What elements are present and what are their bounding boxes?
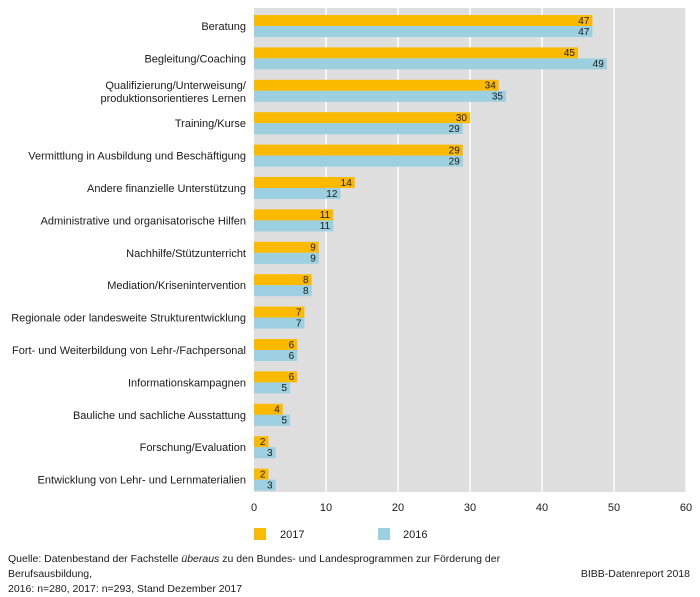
x-tick-label-20: 20	[392, 502, 404, 514]
legend-swatch-2017	[254, 528, 266, 540]
category-label-10: Fort- und Weiterbildung von Lehr-/Fachpe…	[12, 345, 246, 357]
value-label-2017-14: 2	[260, 469, 266, 480]
legend-label-2017: 2017	[280, 529, 304, 541]
bar-2017-11	[254, 371, 298, 383]
value-label-2016-12: 5	[281, 416, 287, 427]
value-label-2016-11: 5	[281, 383, 287, 394]
bar-2017-7	[254, 241, 319, 253]
source-note: Quelle: Datenbestand der Fachstelle über…	[8, 552, 568, 597]
value-label-2017-8: 8	[303, 275, 309, 286]
value-label-2017-4: 29	[449, 145, 461, 156]
bar-2017-2	[254, 79, 499, 91]
x-tick-label-10: 10	[320, 502, 332, 514]
bar-2016-2	[254, 90, 506, 102]
value-label-2017-6: 11	[320, 210, 331, 221]
value-label-2017-0: 47	[578, 16, 590, 27]
category-label-12: Bauliche und sachliche Ausstattung	[73, 410, 246, 422]
value-label-2016-10: 6	[289, 351, 295, 362]
value-label-2016-4: 29	[449, 156, 461, 167]
bar-2016-6	[254, 220, 334, 232]
value-label-2016-9: 7	[296, 318, 302, 329]
category-label-0: Beratung	[201, 21, 246, 33]
bar-2016-9	[254, 317, 305, 329]
category-label-7: Nachhilfe/Stützunterricht	[126, 248, 246, 260]
category-label-2: Qualifizierung/Unterweisung/produktionso…	[100, 80, 246, 105]
category-label-4: Vermittlung in Ausbildung und Beschäftig…	[28, 151, 246, 163]
value-label-2016-2: 35	[492, 92, 504, 103]
x-tick-label-50: 50	[608, 502, 620, 514]
value-label-2017-12: 4	[274, 405, 280, 416]
value-label-2016-3: 29	[449, 124, 461, 135]
bar-2016-5	[254, 188, 341, 199]
category-label-1: Begleitung/Coaching	[144, 53, 246, 65]
bar-2017-13	[254, 436, 269, 448]
bar-2017-4	[254, 144, 463, 156]
value-label-2016-13: 3	[267, 448, 273, 459]
bar-2016-0	[254, 26, 593, 37]
value-label-2016-7: 9	[310, 254, 316, 265]
value-label-2017-3: 30	[456, 113, 468, 124]
legend-swatch-2016	[378, 528, 390, 540]
bar-2017-5	[254, 177, 355, 188]
value-label-2017-11: 6	[289, 372, 295, 383]
value-label-2016-6: 11	[320, 221, 331, 232]
x-tick-label-0: 0	[251, 502, 257, 514]
bar-2016-11	[254, 382, 290, 394]
bar-2017-3	[254, 112, 470, 124]
bar-2016-4	[254, 155, 463, 167]
source-suffix: zu den Bundes- und Landesprogrammen zur …	[8, 553, 501, 580]
bar-2016-12	[254, 414, 290, 426]
value-label-2017-9: 7	[296, 307, 302, 318]
credit-note: BIBB-Datenreport 2018	[580, 568, 690, 580]
bar-2017-0	[254, 15, 593, 26]
value-label-2016-14: 3	[267, 480, 273, 491]
category-label-3: Training/Kurse	[175, 118, 246, 130]
category-label-9: Regionale oder landesweite Strukturentwi…	[11, 313, 246, 325]
value-label-2017-13: 2	[260, 437, 266, 448]
category-label-6: Administrative und organisatorische Hilf…	[41, 215, 246, 227]
bar-chart: 4747Beratung4549Begleitung/Coaching3435Q…	[11, 8, 692, 541]
x-tick-label-60: 60	[680, 502, 692, 514]
value-label-2017-7: 9	[310, 243, 316, 254]
legend-label-2016: 2016	[403, 529, 427, 541]
source-prefix: Quelle: Datenbestand der Fachstelle	[8, 553, 182, 565]
category-label-11: Informationskampagnen	[128, 377, 246, 389]
bar-2017-14	[254, 468, 269, 480]
x-tick-label-30: 30	[464, 502, 476, 514]
bar-2017-10	[254, 339, 298, 350]
value-label-2017-5: 14	[341, 178, 353, 189]
value-label-2016-1: 49	[593, 59, 605, 70]
bar-2016-14	[254, 479, 276, 491]
bar-2017-6	[254, 209, 334, 221]
bar-2016-13	[254, 447, 276, 459]
bar-2017-9	[254, 306, 305, 318]
source-italic: überaus	[181, 553, 220, 565]
bar-2016-8	[254, 285, 312, 297]
category-label-13: Forschung/Evaluation	[140, 442, 246, 454]
value-label-2017-10: 6	[289, 340, 295, 351]
bar-2016-7	[254, 252, 319, 264]
bar-2017-8	[254, 274, 312, 286]
bar-2017-12	[254, 403, 283, 415]
x-tick-label-40: 40	[536, 502, 548, 514]
value-label-2016-8: 8	[303, 286, 309, 297]
category-label-14: Entwicklung von Lehr- und Lernmaterialie…	[37, 475, 246, 487]
value-label-2016-0: 47	[578, 27, 590, 38]
category-label-5: Andere finanzielle Unterstützung	[87, 183, 246, 195]
value-label-2017-2: 34	[485, 81, 497, 92]
bar-2016-10	[254, 350, 298, 361]
value-label-2017-1: 45	[564, 48, 576, 59]
source-line2: 2016: n=280, 2017: n=293, Stand Dezember…	[8, 583, 243, 595]
bar-2016-3	[254, 123, 463, 135]
category-label-8: Mediation/Krisenintervention	[107, 280, 246, 292]
bar-2016-1	[254, 58, 607, 70]
bar-2017-1	[254, 47, 578, 59]
value-label-2016-5: 12	[326, 189, 338, 200]
